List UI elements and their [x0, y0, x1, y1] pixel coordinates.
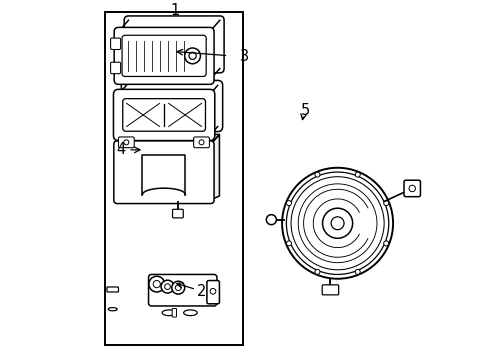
Bar [104, 12, 242, 345]
Text: 3: 3 [240, 49, 248, 64]
Circle shape [408, 185, 415, 192]
Text: 2: 2 [197, 284, 206, 299]
FancyBboxPatch shape [107, 287, 118, 292]
FancyBboxPatch shape [322, 285, 338, 295]
FancyBboxPatch shape [110, 38, 121, 50]
FancyBboxPatch shape [122, 99, 205, 131]
FancyBboxPatch shape [114, 141, 214, 203]
Circle shape [171, 281, 184, 294]
FancyBboxPatch shape [121, 80, 222, 132]
FancyBboxPatch shape [113, 89, 214, 140]
FancyBboxPatch shape [193, 137, 209, 148]
FancyBboxPatch shape [172, 209, 183, 218]
Polygon shape [117, 134, 219, 144]
FancyBboxPatch shape [206, 280, 219, 304]
Circle shape [164, 284, 170, 289]
Circle shape [290, 177, 384, 270]
Polygon shape [210, 134, 219, 200]
Text: 1: 1 [170, 3, 179, 18]
Circle shape [286, 201, 291, 206]
Circle shape [383, 241, 388, 246]
FancyBboxPatch shape [122, 35, 206, 76]
Circle shape [161, 280, 174, 293]
Circle shape [184, 48, 200, 64]
Circle shape [322, 208, 352, 238]
Circle shape [266, 215, 276, 225]
Ellipse shape [108, 307, 117, 311]
Text: 5: 5 [300, 103, 309, 118]
FancyBboxPatch shape [110, 62, 121, 74]
Circle shape [189, 52, 196, 59]
Circle shape [314, 269, 319, 274]
Circle shape [286, 172, 388, 274]
FancyBboxPatch shape [148, 274, 217, 306]
Circle shape [153, 280, 160, 288]
Ellipse shape [162, 310, 175, 316]
Circle shape [298, 184, 376, 263]
Ellipse shape [183, 310, 197, 316]
Text: 4: 4 [116, 142, 125, 157]
Circle shape [149, 276, 164, 292]
FancyBboxPatch shape [172, 309, 176, 317]
Circle shape [123, 140, 129, 145]
Circle shape [330, 217, 344, 230]
FancyBboxPatch shape [124, 16, 224, 73]
Circle shape [354, 269, 360, 274]
Circle shape [314, 172, 319, 177]
Circle shape [286, 241, 291, 246]
Circle shape [199, 140, 203, 145]
Circle shape [210, 288, 215, 294]
FancyBboxPatch shape [118, 137, 134, 148]
Circle shape [354, 172, 360, 177]
Circle shape [175, 285, 181, 291]
FancyBboxPatch shape [114, 27, 214, 84]
FancyBboxPatch shape [403, 180, 420, 197]
Circle shape [282, 168, 392, 279]
Circle shape [383, 201, 388, 206]
